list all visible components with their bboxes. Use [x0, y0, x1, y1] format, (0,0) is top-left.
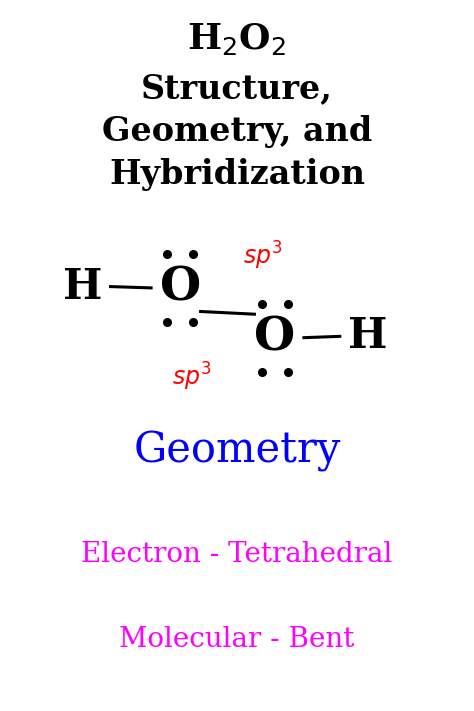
Text: $sp^3$: $sp^3$ — [243, 240, 283, 272]
Text: Electron - Tetrahedral: Electron - Tetrahedral — [82, 541, 392, 568]
Text: Structure,: Structure, — [141, 73, 333, 105]
Text: H: H — [347, 315, 387, 358]
Text: Molecular - Bent: Molecular - Bent — [119, 626, 355, 653]
Text: Geometry: Geometry — [133, 430, 341, 473]
Text: O: O — [160, 265, 201, 311]
Text: $sp^3$: $sp^3$ — [172, 360, 212, 393]
Text: O: O — [255, 315, 295, 360]
Text: H: H — [63, 265, 103, 308]
Text: Geometry, and: Geometry, and — [102, 115, 372, 148]
Text: Hybridization: Hybridization — [109, 158, 365, 191]
Text: H$_2$O$_2$: H$_2$O$_2$ — [188, 21, 286, 57]
